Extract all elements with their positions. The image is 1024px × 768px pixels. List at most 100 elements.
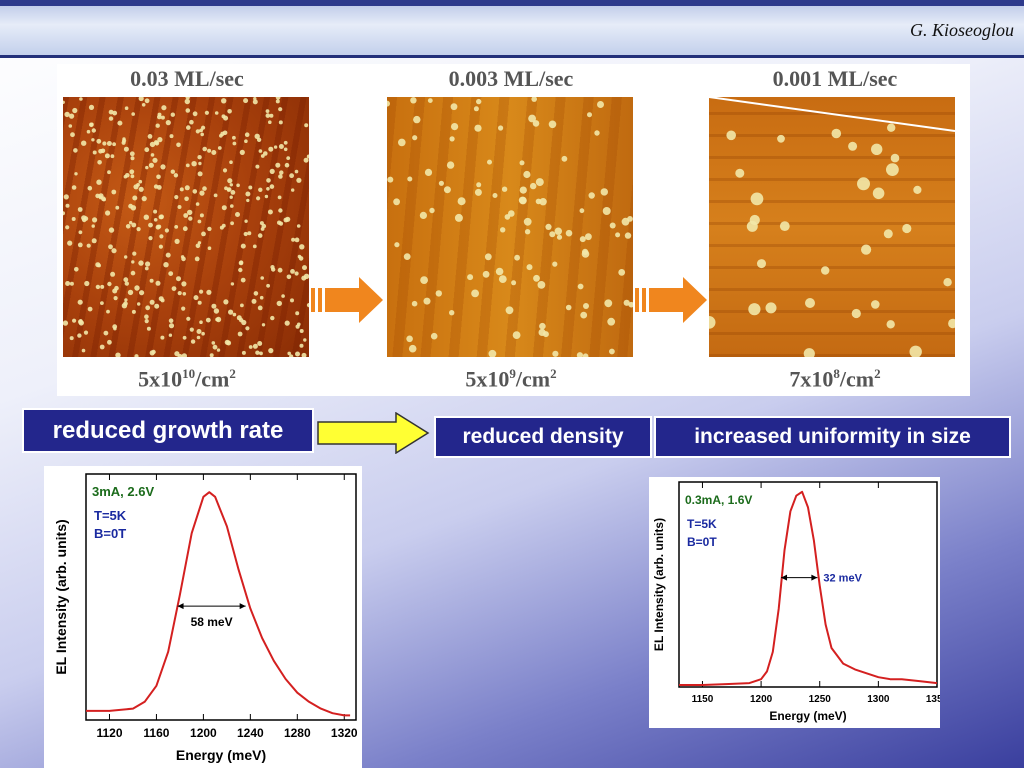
afm-island-dot	[545, 223, 552, 230]
annotation-field: B=0T	[687, 535, 717, 549]
afm-island-dot	[139, 290, 145, 296]
afm-island-dot	[174, 225, 179, 229]
afm-island-dot	[429, 207, 435, 214]
afm-island-dot	[222, 168, 228, 173]
afm-island-dot	[188, 216, 193, 221]
afm-island-dot	[96, 138, 102, 144]
afm-island-dot	[519, 186, 527, 194]
afm-island-dot	[134, 354, 139, 357]
afm-island-dot	[615, 232, 621, 238]
afm-island-dot	[63, 211, 65, 216]
afm-island-dot	[113, 296, 118, 301]
afm-island-dot	[582, 248, 589, 255]
el-spectrum-chart-right: 1150 1200 1250 1300 1350 Energy (meV) EL Inten…	[649, 477, 940, 728]
afm-island-dot	[271, 267, 276, 272]
afm-island-dot	[138, 260, 144, 266]
afm-island-dot	[111, 248, 117, 254]
title-bar: G. Kioseoglou	[0, 0, 1024, 58]
afm-island-dot	[129, 169, 135, 175]
afm-island-dot	[887, 123, 896, 132]
afm-island-dot	[95, 284, 101, 290]
afm-island-dot	[609, 222, 616, 229]
afm-island-dot	[245, 191, 251, 197]
afm-island-dot	[474, 124, 482, 132]
afm-island-dot	[209, 353, 214, 357]
author-name: G. Kioseoglou	[909, 20, 1014, 40]
afm-island-dot	[576, 352, 583, 357]
afm-island-dot	[482, 270, 490, 278]
afm-island-dot	[420, 276, 428, 284]
afm-image-medium-density	[387, 97, 633, 357]
afm-island-dot	[746, 220, 758, 232]
afm-island-dot	[260, 154, 265, 158]
afm-island-dot	[585, 233, 592, 241]
fwhm-label: 32 meV	[823, 573, 862, 585]
afm-island-dot	[239, 260, 244, 265]
growth-rate-label-1: 0.03 ML/sec	[130, 66, 244, 91]
afm-island-dot	[412, 135, 418, 141]
afm-island-dot	[63, 194, 69, 200]
afm-island-dot	[168, 323, 175, 329]
afm-island-dot	[221, 98, 227, 104]
x-tick-label: 1160	[143, 726, 169, 740]
afm-island-dot	[149, 278, 154, 283]
afm-island-dot	[294, 271, 299, 276]
afm-island-dot	[883, 229, 893, 239]
afm-island-dot	[181, 306, 186, 311]
afm-island-dot	[587, 112, 592, 118]
afm-island-dot	[179, 187, 184, 192]
afm-island-dot	[287, 351, 291, 356]
afm-island-dot	[297, 322, 301, 327]
afm-island-dot	[258, 187, 263, 192]
afm-island-dot	[765, 302, 777, 314]
afm-island-dot	[295, 311, 300, 316]
afm-island-dot	[158, 244, 163, 249]
afm-island-dot	[410, 97, 417, 104]
afm-island-dot	[757, 259, 766, 269]
afm-island-dot	[163, 262, 169, 268]
afm-island-dot	[117, 120, 123, 126]
afm-island-dot	[88, 104, 95, 110]
afm-island-dot	[387, 100, 390, 107]
afm-island-dot	[153, 209, 158, 214]
afm-island-dot	[187, 209, 193, 216]
afm-island-dot	[185, 108, 191, 113]
afm-island-dot	[144, 314, 149, 319]
afm-island-dot	[72, 107, 78, 114]
afm-island-dot	[290, 298, 294, 303]
afm-island-dot	[451, 123, 459, 131]
afm-island-dot	[190, 339, 196, 344]
afm-island-dot	[259, 221, 264, 226]
afm-island-dot	[257, 341, 263, 346]
density-label-2: 5x109/cm2	[465, 366, 557, 392]
afm-island-dot	[298, 256, 304, 261]
afm-island-dot	[539, 198, 547, 206]
afm-island-dot	[283, 147, 288, 152]
afm-island-dot	[146, 326, 151, 331]
afm-island-dot	[81, 217, 87, 223]
afm-island-dot	[112, 288, 118, 294]
afm-island-dot	[284, 320, 290, 326]
afm-island-dot	[484, 253, 492, 261]
afm-island-dot	[149, 299, 155, 305]
afm-island-dot	[68, 124, 73, 128]
afm-island-dot	[216, 348, 221, 352]
afm-island-dot	[112, 110, 118, 116]
afm-island-dot	[192, 111, 198, 117]
afm-island-dot	[296, 177, 302, 183]
afm-island-dot	[201, 125, 206, 130]
afm-island-dot	[185, 163, 190, 168]
growth-rate-label-3: 0.001 ML/sec	[772, 66, 898, 91]
afm-island-dot	[277, 195, 282, 200]
afm-island-dot	[552, 350, 559, 357]
afm-island-dot	[124, 298, 128, 302]
afm-island-dot	[419, 211, 427, 219]
afm-island-dot	[266, 283, 270, 288]
afm-island-dot	[134, 285, 140, 291]
afm-island-dot	[97, 160, 102, 165]
annotation-current-voltage: 0.3mA, 1.6V	[685, 493, 752, 507]
afm-island-dot	[726, 130, 736, 141]
afm-island-dot	[141, 103, 146, 107]
afm-island-dot	[241, 350, 246, 355]
afm-island-dot	[78, 230, 83, 235]
